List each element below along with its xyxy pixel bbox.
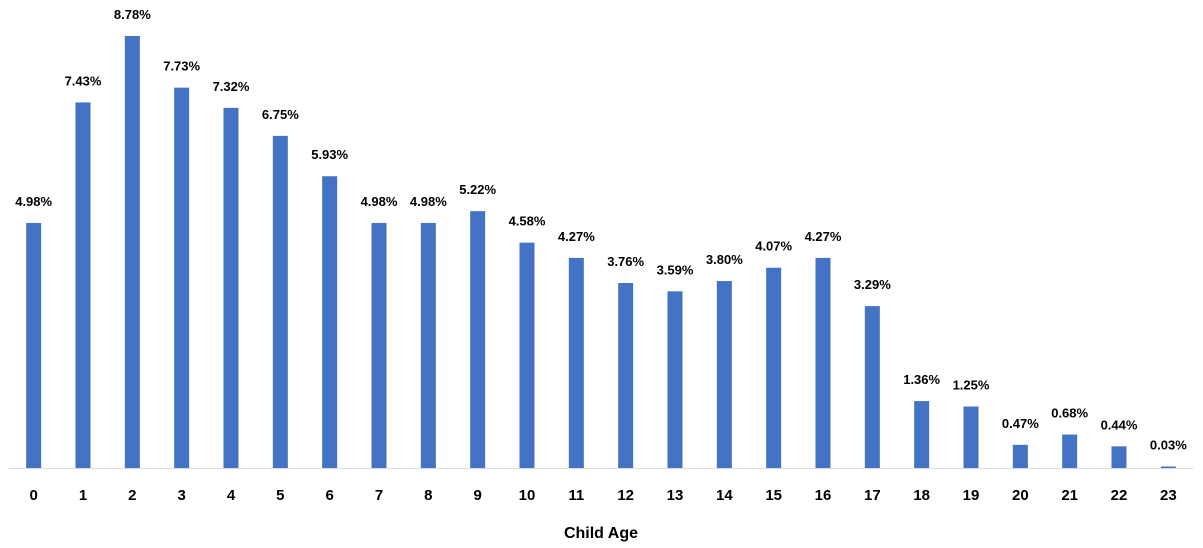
bar-age-13 bbox=[667, 291, 683, 468]
bar-age-3 bbox=[174, 87, 190, 468]
data-label-age-0: 4.98% bbox=[15, 194, 52, 209]
bar-age-5 bbox=[272, 135, 288, 468]
data-label-age-17: 3.29% bbox=[854, 277, 891, 292]
data-label-age-9: 5.22% bbox=[459, 182, 496, 197]
x-tick-label-12: 12 bbox=[617, 487, 634, 504]
data-label-age-6: 5.93% bbox=[311, 147, 348, 162]
x-tick-label-23: 23 bbox=[1160, 487, 1177, 504]
data-label-age-1: 7.43% bbox=[65, 73, 102, 88]
bar-age-19 bbox=[963, 406, 979, 468]
data-label-age-8: 4.98% bbox=[410, 194, 447, 209]
bar-age-11 bbox=[568, 257, 584, 468]
bars-group bbox=[26, 36, 1176, 469]
bar-age-16 bbox=[815, 257, 831, 468]
data-label-age-20: 0.47% bbox=[1002, 416, 1039, 431]
x-tick-labels-group: 0 1 2 3 4 5 6 7 8 9 10 11 12 13 14 15 16 17 18 19 20 21 22 23 bbox=[29, 487, 1176, 504]
data-label-age-23: 0.03% bbox=[1150, 438, 1187, 453]
x-tick-label-16: 16 bbox=[815, 487, 832, 504]
data-label-age-13: 3.59% bbox=[657, 262, 694, 277]
bar-age-2 bbox=[124, 36, 140, 468]
bar-age-20 bbox=[1012, 444, 1028, 468]
bar-age-12 bbox=[618, 283, 634, 468]
data-label-age-15: 4.07% bbox=[755, 239, 792, 254]
x-tick-label-14: 14 bbox=[716, 487, 733, 504]
x-tick-label-2: 2 bbox=[128, 487, 136, 504]
data-label-age-3: 7.73% bbox=[163, 59, 200, 74]
x-tick-label-15: 15 bbox=[765, 487, 782, 504]
data-label-age-14: 3.80% bbox=[706, 252, 743, 267]
x-tick-label-5: 5 bbox=[276, 487, 284, 504]
data-label-age-2: 8.78% bbox=[114, 7, 151, 22]
data-label-age-11: 4.27% bbox=[558, 229, 595, 244]
data-label-age-7: 4.98% bbox=[361, 194, 398, 209]
data-label-age-10: 4.58% bbox=[509, 214, 546, 229]
bar-age-10 bbox=[519, 242, 535, 468]
data-label-age-18: 1.36% bbox=[903, 372, 940, 387]
bar-age-0 bbox=[26, 222, 42, 468]
bar-age-22 bbox=[1111, 446, 1127, 468]
bar-age-23 bbox=[1160, 466, 1176, 468]
x-axis-title: Child Age bbox=[564, 525, 638, 542]
x-tick-label-22: 22 bbox=[1111, 487, 1128, 504]
x-tick-label-21: 21 bbox=[1061, 487, 1078, 504]
x-tick-label-18: 18 bbox=[913, 487, 930, 504]
bar-age-21 bbox=[1062, 434, 1078, 468]
x-tick-label-4: 4 bbox=[227, 487, 236, 504]
data-label-age-22: 0.44% bbox=[1101, 417, 1138, 432]
x-tick-label-3: 3 bbox=[177, 487, 185, 504]
x-tick-label-8: 8 bbox=[424, 487, 432, 504]
x-tick-label-0: 0 bbox=[29, 487, 37, 504]
bar-age-18 bbox=[914, 401, 930, 468]
data-label-age-5: 6.75% bbox=[262, 107, 299, 122]
bar-age-9 bbox=[470, 211, 486, 468]
bar-age-4 bbox=[223, 107, 239, 468]
data-label-age-12: 3.76% bbox=[607, 254, 644, 269]
x-tick-label-17: 17 bbox=[864, 487, 881, 504]
bar-age-14 bbox=[716, 281, 732, 468]
x-tick-label-1: 1 bbox=[79, 487, 87, 504]
x-tick-label-11: 11 bbox=[568, 487, 584, 504]
data-label-age-21: 0.68% bbox=[1051, 406, 1088, 421]
x-tick-label-6: 6 bbox=[325, 487, 333, 504]
bar-age-6 bbox=[322, 176, 338, 469]
bar-age-7 bbox=[371, 222, 387, 468]
data-label-age-16: 4.27% bbox=[805, 229, 842, 244]
x-tick-label-7: 7 bbox=[375, 487, 383, 504]
x-tick-label-10: 10 bbox=[519, 487, 536, 504]
x-tick-label-19: 19 bbox=[963, 487, 980, 504]
bar-age-17 bbox=[864, 306, 880, 468]
data-labels-group: 4.98% 7.43% 8.78% 7.73% 7.32% 6.75% 5.93% 4.98%… bbox=[15, 7, 1187, 453]
bar-age-15 bbox=[766, 267, 782, 468]
data-label-age-19: 1.25% bbox=[953, 378, 990, 393]
bar-age-1 bbox=[75, 102, 91, 469]
data-label-age-4: 7.32% bbox=[213, 79, 250, 94]
bar-age-8 bbox=[420, 222, 436, 468]
x-tick-label-9: 9 bbox=[473, 487, 481, 504]
x-tick-label-20: 20 bbox=[1012, 487, 1029, 504]
x-tick-label-13: 13 bbox=[667, 487, 684, 504]
